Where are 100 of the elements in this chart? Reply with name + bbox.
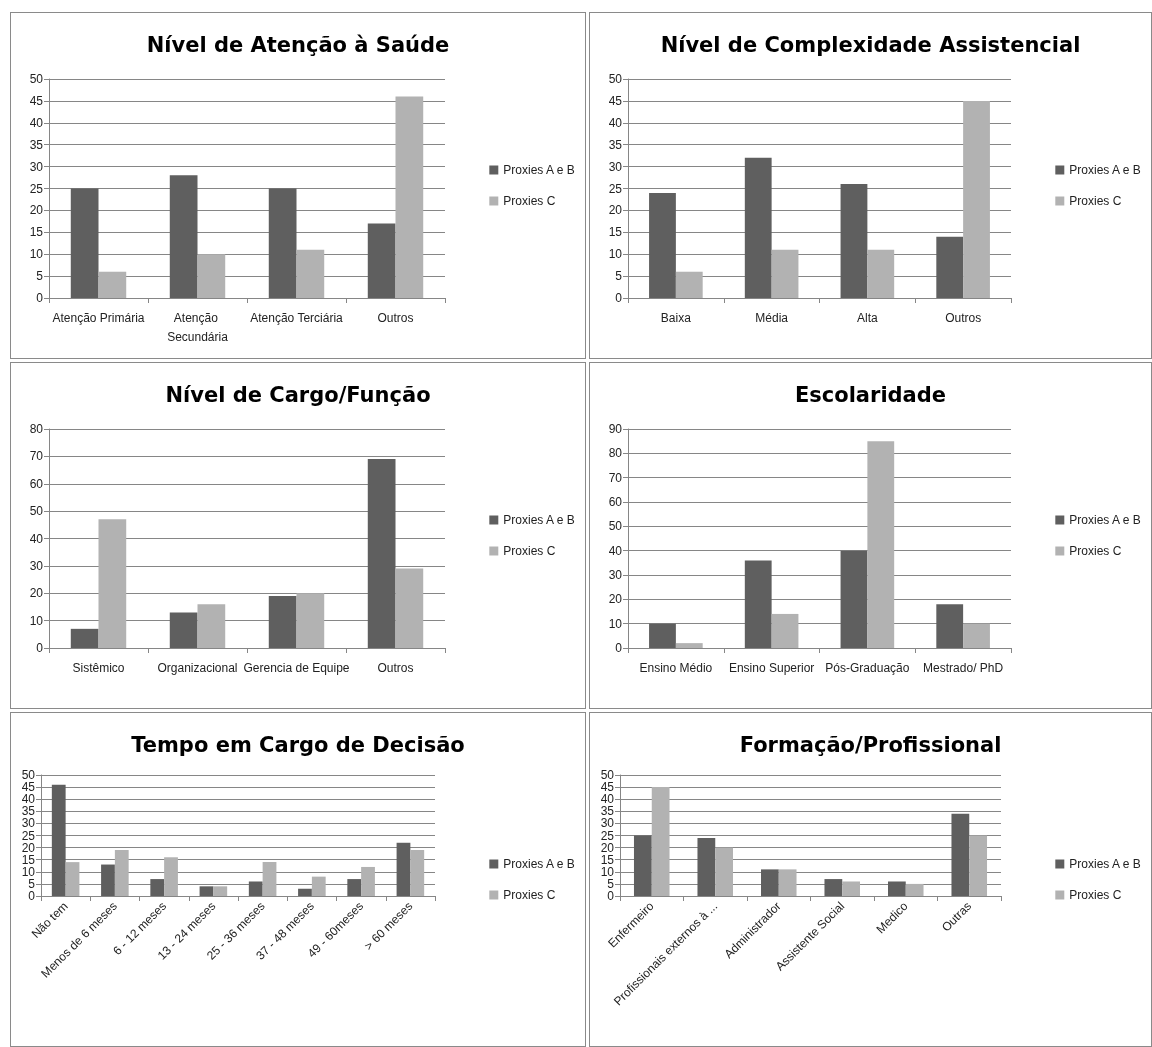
y-tick-label: 5 [615,269,623,284]
legend-label: Proxies C [503,194,556,208]
bar [410,850,425,896]
bar [347,879,362,896]
bar [298,888,312,896]
y-tick-label: 70 [608,470,623,485]
y-tick-label: 90 [608,422,623,436]
bar [296,593,325,648]
y-tick-label: 25 [608,181,623,196]
y-tick-label: 60 [608,495,623,509]
y-tick-label: 35 [608,137,623,152]
y-tick-label: 70 [29,449,44,464]
y-tick-label: 10 [600,864,615,879]
x-tick-label: Outros [377,310,414,325]
bar [268,595,297,648]
bar [649,192,676,298]
y-tick-label: 25 [21,828,36,843]
bar [744,157,772,298]
bar [199,886,214,896]
legend-label: Proxies A e B [503,513,575,527]
x-tick-label: Baixa [660,310,692,325]
y-tick-label: 30 [600,816,615,831]
legend-label: Proxies C [503,888,556,902]
y-tick-label: 20 [608,592,623,607]
y-tick-label: 50 [29,72,44,86]
y-tick-label: 15 [29,225,44,240]
y-tick-label: 80 [29,422,44,436]
y-tick-label: 0 [36,641,44,655]
bar [311,876,326,896]
x-tick-label: Organizacional [157,660,238,675]
bar [963,100,990,298]
bar [70,188,99,298]
bar [395,568,424,648]
y-tick-label: 50 [21,768,36,782]
bar [361,866,375,896]
x-tick-label: Outros [377,660,414,675]
bar [101,864,115,896]
y-tick-label: 30 [21,816,36,831]
y-tick-label: 30 [608,568,623,582]
x-tick-label: Gerencia de Equipe [243,660,350,675]
bar [197,254,226,298]
y-tick-label: 50 [29,504,44,519]
y-tick-label: 10 [29,247,44,262]
y-tick-label: 5 [36,269,44,284]
y-tick-label: 20 [608,203,623,218]
bar [840,550,868,648]
bar [367,459,396,648]
y-tick-label: 45 [608,93,623,108]
bar [169,612,198,648]
chart-title: Nível de Complexidade Assistencial [660,32,1081,57]
bar [262,862,277,896]
legend-label: Proxies C [1069,194,1122,208]
x-tick-label: Alta [857,310,879,325]
x-tick-label: Outros [945,310,982,325]
bar [715,847,734,896]
bar [396,842,411,896]
bar [51,784,66,896]
bar [649,623,676,648]
bar [675,643,703,648]
y-tick-label: 40 [29,531,44,546]
y-tick-label: 5 [607,876,615,891]
y-tick-label: 40 [29,115,44,130]
legend-label: Proxies A e B [1069,513,1141,527]
y-tick-label: 40 [21,792,36,807]
legend-label: Proxies A e B [1069,163,1141,177]
bar [248,881,263,896]
y-tick-label: 40 [608,115,623,130]
y-tick-label: 15 [600,852,615,867]
bar [150,879,165,896]
y-tick-label: 0 [615,641,623,655]
bar [824,879,843,896]
bar [840,184,868,298]
bar [963,623,990,648]
legend-label: Proxies A e B [503,163,575,177]
bar [197,604,226,648]
y-tick-label: 0 [36,291,44,305]
bar [633,835,652,896]
bar [744,560,772,648]
y-tick-label: 10 [608,616,623,631]
chart-title: Nível de Cargo/Função [165,382,431,407]
bar [778,869,797,896]
y-tick-label: 50 [600,768,615,782]
y-tick-label: 80 [608,446,623,461]
x-tick-label: Ensino Superior [728,660,815,675]
y-tick-label: 10 [21,864,36,879]
y-tick-label: 25 [600,828,615,843]
y-tick-label: 10 [608,247,623,262]
bar [98,519,127,648]
y-tick-label: 35 [21,804,36,819]
bar [760,869,779,896]
y-tick-label: 60 [29,476,44,491]
x-tick-label: Atenção Terciária [250,310,344,325]
x-tick-label: Ensino Médio [639,660,713,675]
x-tick-label: Sistêmico [72,660,125,675]
chart-title: Formação/Profissional [739,732,1002,757]
bar [395,96,424,298]
bar [867,249,895,298]
x-tick-label: Atenção Primária [52,310,145,325]
bar [213,886,228,896]
bar [367,223,396,298]
